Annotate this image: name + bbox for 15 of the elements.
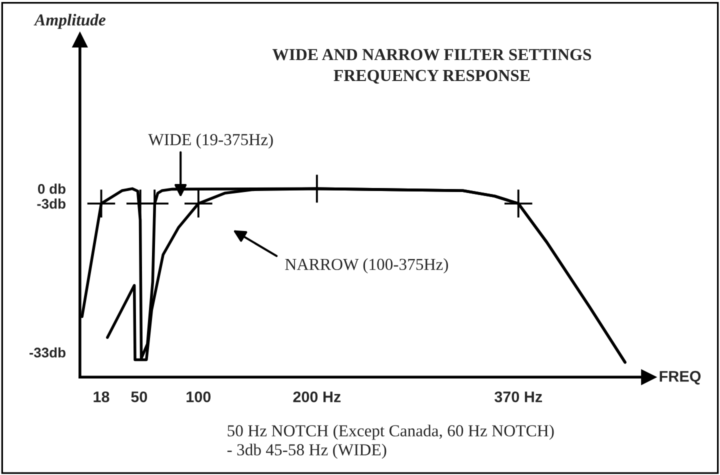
text: WIDE AND NARROW FILTER SETTINGS FREQUENCY RESPONSE [272,49,592,84]
y-axis-title: Amplitude [34,14,106,29]
annotation: WIDE (19-375Hz) [148,134,273,149]
y-tick-label: -33db [30,347,66,358]
y-tick-label: 0 db [38,184,66,194]
x-tick-label: 200 Hz [293,391,341,402]
x-tick-label: 370 Hz [494,391,542,402]
y-tick-label: -3db [37,198,66,209]
x-axis-title: FREQ [660,370,701,385]
annotation: NARROW (100-375Hz) [285,258,448,274]
text: - 3db 45-58 Hz (WIDE) [227,444,386,459]
text: 50 Hz NOTCH (Except Canada, 60 Hz NOTCH) [228,424,554,440]
x-tick-label: 50 [131,391,148,402]
x-tick-label: 100 [186,391,211,402]
x-tick-label: 18 [94,391,110,402]
